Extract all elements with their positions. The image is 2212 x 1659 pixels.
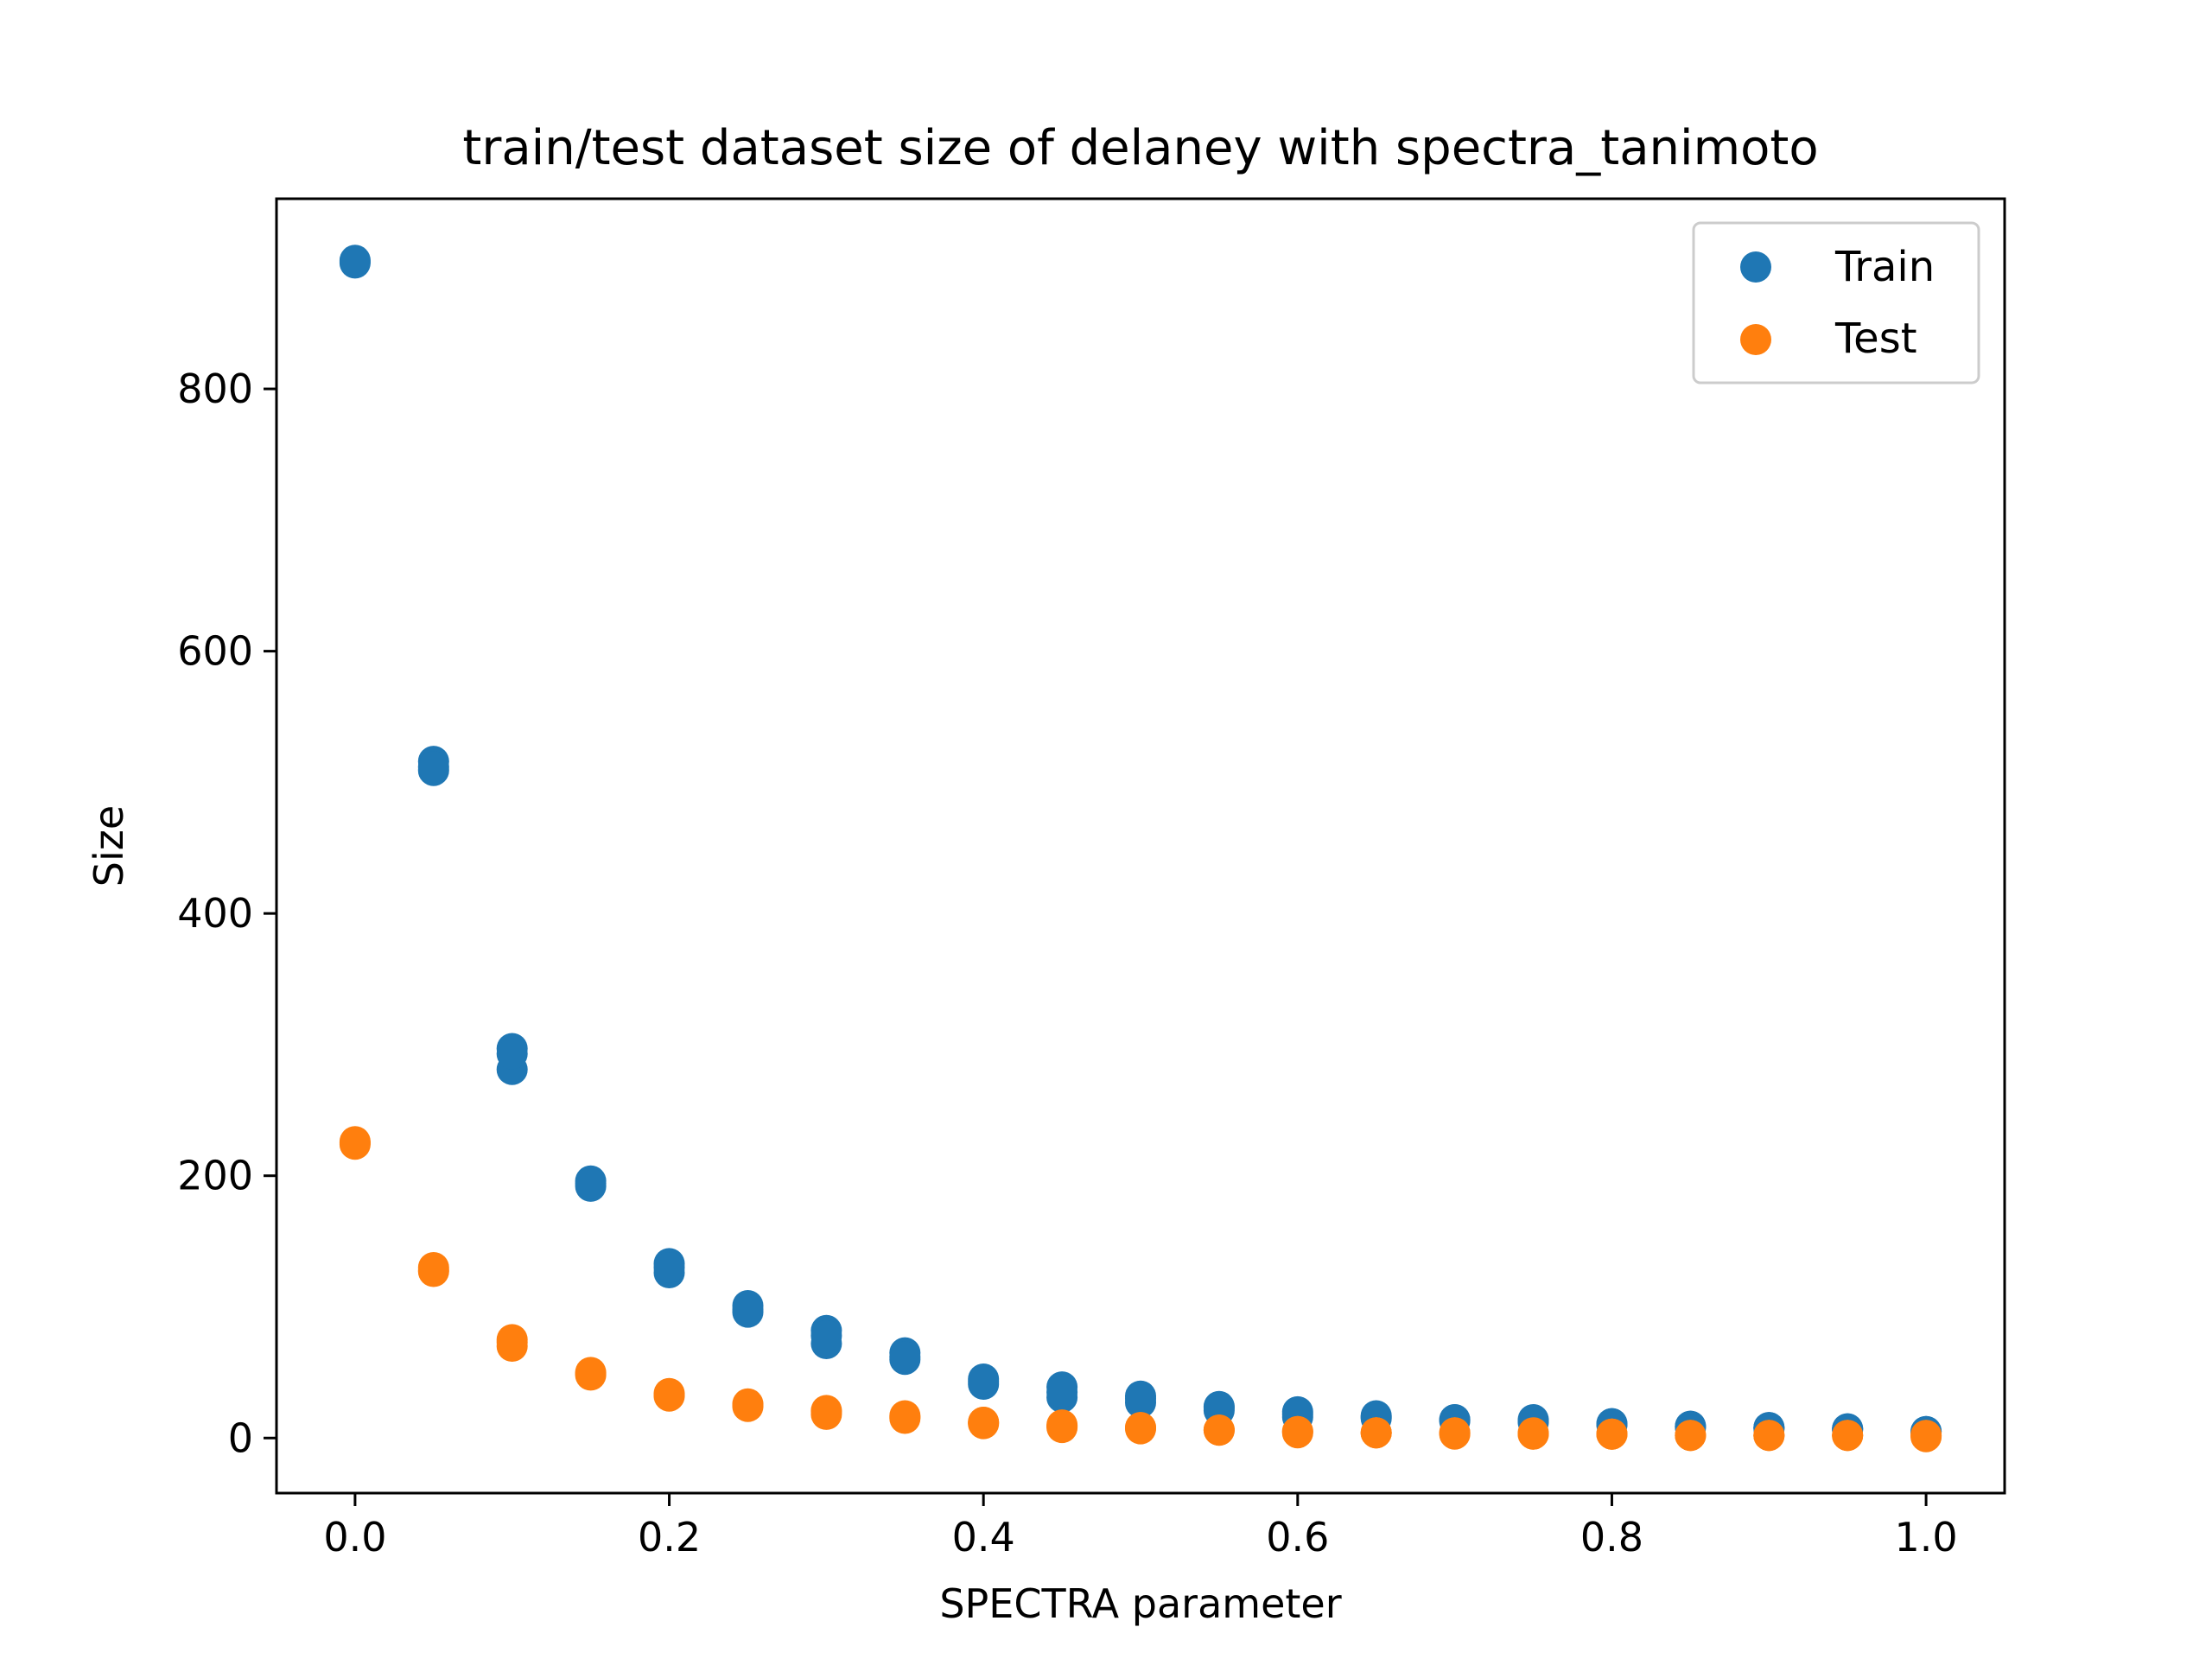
legend: Train Test xyxy=(1692,221,1980,385)
data-point-train xyxy=(339,245,371,276)
data-point-test xyxy=(653,1379,685,1411)
series-test xyxy=(339,1126,1942,1452)
x-tick-label: 0.2 xyxy=(638,1514,701,1560)
data-point-train xyxy=(653,1252,685,1283)
data-point-train xyxy=(810,1319,842,1351)
legend-marker-train xyxy=(1740,251,1771,283)
x-tick-label: 0.4 xyxy=(952,1514,1015,1560)
y-axis: 0 200 400 600 800 xyxy=(177,365,276,1461)
data-point-test xyxy=(1517,1418,1549,1450)
data-point-test xyxy=(1910,1420,1942,1452)
y-tick-label: 400 xyxy=(177,890,253,937)
legend-marker-test xyxy=(1740,324,1771,355)
data-point-test xyxy=(968,1407,1000,1438)
data-point-test xyxy=(339,1126,371,1158)
data-point-train xyxy=(732,1294,764,1325)
x-tick-label: 0.8 xyxy=(1580,1514,1643,1560)
y-axis-label: Size xyxy=(86,805,132,887)
data-point-test xyxy=(1281,1415,1313,1447)
x-axis-label: SPECTRA parameter xyxy=(939,1580,1341,1627)
data-point-test xyxy=(1046,1410,1078,1442)
y-tick-label: 0 xyxy=(228,1414,253,1461)
data-point-test xyxy=(810,1395,842,1427)
x-tick-label: 0.0 xyxy=(323,1514,386,1560)
legend-label-train: Train xyxy=(1834,243,1935,291)
data-point-train xyxy=(968,1366,1000,1397)
data-point-test xyxy=(496,1326,528,1358)
data-point-train xyxy=(889,1341,921,1373)
plot-frame xyxy=(275,197,2006,1495)
legend-label-test: Test xyxy=(1834,315,1917,363)
data-point-test xyxy=(1203,1414,1235,1446)
x-tick-label: 0.6 xyxy=(1266,1514,1329,1560)
data-point-train xyxy=(1203,1392,1235,1424)
data-point-train xyxy=(575,1167,607,1199)
chart-title: train/test dataset size of delaney with … xyxy=(462,120,1818,176)
y-tick-label: 200 xyxy=(177,1153,253,1199)
data-point-test xyxy=(1753,1420,1785,1452)
data-point-test xyxy=(1675,1420,1707,1452)
data-point-test xyxy=(417,1255,449,1286)
y-tick-label: 600 xyxy=(177,628,253,675)
y-tick-label: 800 xyxy=(177,365,253,412)
data-point-test xyxy=(1125,1412,1156,1444)
data-point-test xyxy=(732,1389,764,1421)
data-point-train xyxy=(1125,1382,1156,1414)
markers-layer xyxy=(339,245,1942,1452)
data-point-train xyxy=(417,751,449,783)
data-point-test xyxy=(889,1402,921,1433)
x-tick-label: 1.0 xyxy=(1895,1514,1958,1560)
data-point-test xyxy=(1832,1420,1864,1452)
data-point-test xyxy=(1439,1417,1471,1449)
data-point-train xyxy=(496,1038,528,1070)
data-point-test xyxy=(575,1357,607,1389)
data-point-train xyxy=(1046,1376,1078,1408)
x-axis: 0.0 0.2 0.4 0.6 0.8 1.0 xyxy=(323,1493,1958,1560)
data-point-test xyxy=(1360,1417,1392,1449)
data-point-test xyxy=(1596,1418,1628,1450)
